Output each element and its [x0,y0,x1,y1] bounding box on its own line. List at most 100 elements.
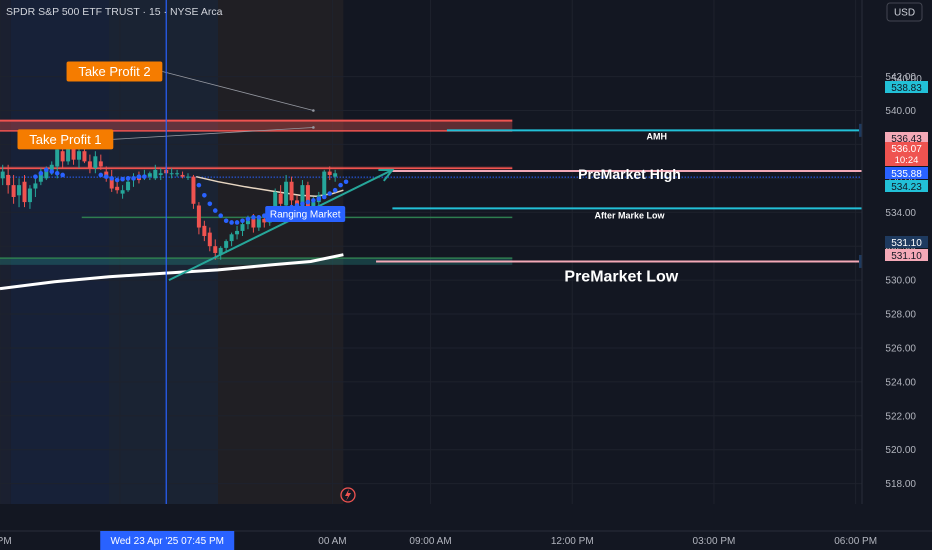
candle-body[interactable] [33,183,38,189]
indicator-dot [196,182,202,188]
take-profit-2-pointer [162,71,314,111]
candle-body[interactable] [327,171,332,175]
candle-body[interactable] [55,149,60,167]
price-tick-label: 522.00 [885,411,916,422]
candle-body[interactable] [322,171,327,196]
take-profit-1-box[interactable] [17,129,114,150]
candle-body[interactable] [60,151,65,162]
indicator-dot [321,194,327,200]
candle-body[interactable] [273,191,278,218]
moving-average-white [0,253,344,291]
candle-body[interactable] [262,219,267,223]
candle-body[interactable] [27,188,32,203]
candle-body[interactable] [11,185,16,198]
candle-body[interactable] [278,193,283,204]
candle-body[interactable] [93,156,98,169]
candle-body[interactable] [196,205,201,228]
candles[interactable] [0,130,338,260]
session-shading [0,0,344,504]
candle-body[interactable] [120,190,125,194]
price-tick-label: 530.00 [885,276,916,287]
indicator-dot [33,174,38,179]
annotations[interactable]: Take Profit 1 Take Profit 2 Ranging Market [17,61,395,282]
candle-body[interactable] [22,181,27,203]
candle-body[interactable] [256,219,261,228]
candle-body[interactable] [109,178,114,189]
ranging-market-box[interactable] [265,205,346,222]
candle-body[interactable] [245,220,250,225]
candle-body[interactable] [44,169,49,179]
indicator-dot [311,198,316,203]
candle-body[interactable] [87,161,92,169]
indicator-dot [114,177,120,183]
candle-body[interactable] [333,173,338,177]
candle-body[interactable] [305,185,310,214]
candle-body[interactable] [66,141,71,162]
candle-body[interactable] [218,247,223,255]
indicator-dot [223,218,229,224]
currency-button[interactable]: USD [886,2,923,22]
indicator-dot [305,199,311,205]
indicator-dot [316,196,322,201]
resistance-line-glow [0,166,513,171]
candle-body[interactable] [169,173,174,175]
candle-body[interactable] [147,173,152,177]
candle-body[interactable] [126,181,131,191]
candle-body[interactable] [38,173,43,182]
candle-body[interactable] [17,185,22,196]
indicator-dot [229,220,234,225]
price-tick-label: 518.00 [885,479,916,490]
candle-body[interactable] [191,176,196,204]
price-tag [885,81,928,93]
candle-body[interactable] [49,164,54,170]
price-tick-label: 524.00 [885,377,916,388]
candle-body[interactable] [98,161,103,167]
price-tag [885,167,928,179]
candle-body[interactable] [71,144,76,160]
take-profit-2-label: Take Profit 2 [78,64,150,79]
take-profit-2-box[interactable] [66,61,163,82]
candle-body[interactable] [77,151,81,160]
price-axis[interactable]: 518.00 520.00 522.00 524.00 526.00 528.00 530.… [861,0,932,550]
candle-body[interactable] [213,246,218,253]
indicator-dot [338,182,343,188]
candle-body[interactable] [207,232,212,247]
candle-body[interactable] [229,234,234,242]
indicator-dot [125,176,131,181]
candle-body[interactable] [202,225,207,237]
replay-button[interactable] [340,487,356,503]
indicator-dot [131,176,136,181]
price-tag-label: 531.10 [891,251,922,262]
indicator-dot [300,201,305,207]
candle-body[interactable] [251,219,256,228]
candle-body[interactable] [0,171,5,179]
candle-body[interactable] [235,230,240,235]
candle-body[interactable] [289,181,294,201]
replay-icon[interactable] [340,487,356,503]
candle-body[interactable] [175,173,180,175]
candle-body[interactable] [180,174,185,177]
candle-body[interactable] [6,174,11,186]
currency-button-frame[interactable] [886,2,923,22]
price-tag [885,249,928,261]
candle-body[interactable] [115,186,120,191]
candle-body[interactable] [158,173,163,175]
candle-body[interactable] [284,181,289,206]
level-label: AMH [646,131,667,141]
indicator-dot [251,215,256,220]
candle-body[interactable] [153,169,158,179]
indicator-dot [120,176,125,182]
candle-body[interactable] [300,185,305,209]
candle-body[interactable] [240,224,245,231]
take-profit-1-pointer [113,127,314,140]
time-tick-label: 12:00 PM [551,536,594,547]
price-tag-label: 536.43 [891,134,922,145]
candle-body[interactable] [186,176,190,178]
candle-body[interactable] [82,151,87,162]
level-label: PreMarket High [578,166,681,182]
candle-body[interactable] [224,241,229,248]
indicator-dot [256,215,262,220]
crosshair-time-label: Wed 23 Apr '25 07:45 PM [110,536,223,547]
